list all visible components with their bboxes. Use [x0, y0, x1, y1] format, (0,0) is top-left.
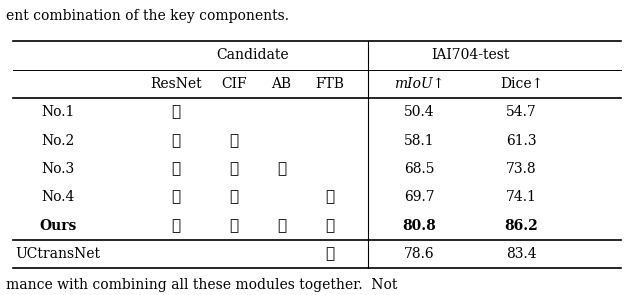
Text: ResNet: ResNet [150, 77, 202, 91]
Text: 74.1: 74.1 [506, 191, 537, 204]
Text: ✔: ✔ [229, 134, 238, 148]
Text: ✔: ✔ [229, 191, 238, 204]
Text: 86.2: 86.2 [505, 219, 538, 233]
Text: ✔: ✔ [172, 162, 180, 176]
Text: ✔: ✔ [229, 162, 238, 176]
Text: 68.5: 68.5 [404, 162, 435, 176]
Text: IAI704-test: IAI704-test [431, 48, 509, 63]
Text: 83.4: 83.4 [506, 247, 537, 261]
Text: 73.8: 73.8 [506, 162, 537, 176]
Text: No.1: No.1 [41, 105, 74, 119]
Text: Ours: Ours [39, 219, 76, 233]
Text: mance with combining all these modules together.  Not: mance with combining all these modules t… [6, 278, 398, 292]
Text: ✔: ✔ [325, 219, 334, 233]
Text: 54.7: 54.7 [506, 105, 537, 119]
Text: FTB: FTB [315, 77, 344, 91]
Text: 78.6: 78.6 [404, 247, 435, 261]
Text: ✔: ✔ [172, 219, 180, 233]
Text: ✔: ✔ [172, 191, 180, 204]
Text: ent combination of the key components.: ent combination of the key components. [6, 9, 289, 23]
Text: ✔: ✔ [277, 219, 286, 233]
Text: ✔: ✔ [172, 134, 180, 148]
Text: 58.1: 58.1 [404, 134, 435, 148]
Text: Dice↑: Dice↑ [500, 77, 543, 91]
Text: ✔: ✔ [277, 162, 286, 176]
Text: ✔: ✔ [172, 105, 180, 119]
Text: 69.7: 69.7 [404, 191, 435, 204]
Text: No.2: No.2 [41, 134, 74, 148]
Text: 80.8: 80.8 [403, 219, 436, 233]
Text: ✔: ✔ [325, 191, 334, 204]
Text: CIF: CIF [221, 77, 246, 91]
Text: UCtransNet: UCtransNet [15, 247, 100, 261]
Text: ✔: ✔ [325, 247, 334, 261]
Text: AB: AB [271, 77, 292, 91]
Text: 50.4: 50.4 [404, 105, 435, 119]
Text: Candidate: Candidate [216, 48, 289, 63]
Text: No.3: No.3 [41, 162, 74, 176]
Text: No.4: No.4 [41, 191, 74, 204]
Text: 61.3: 61.3 [506, 134, 537, 148]
Text: ✔: ✔ [229, 219, 238, 233]
Text: mIoU↑: mIoU↑ [394, 77, 444, 91]
